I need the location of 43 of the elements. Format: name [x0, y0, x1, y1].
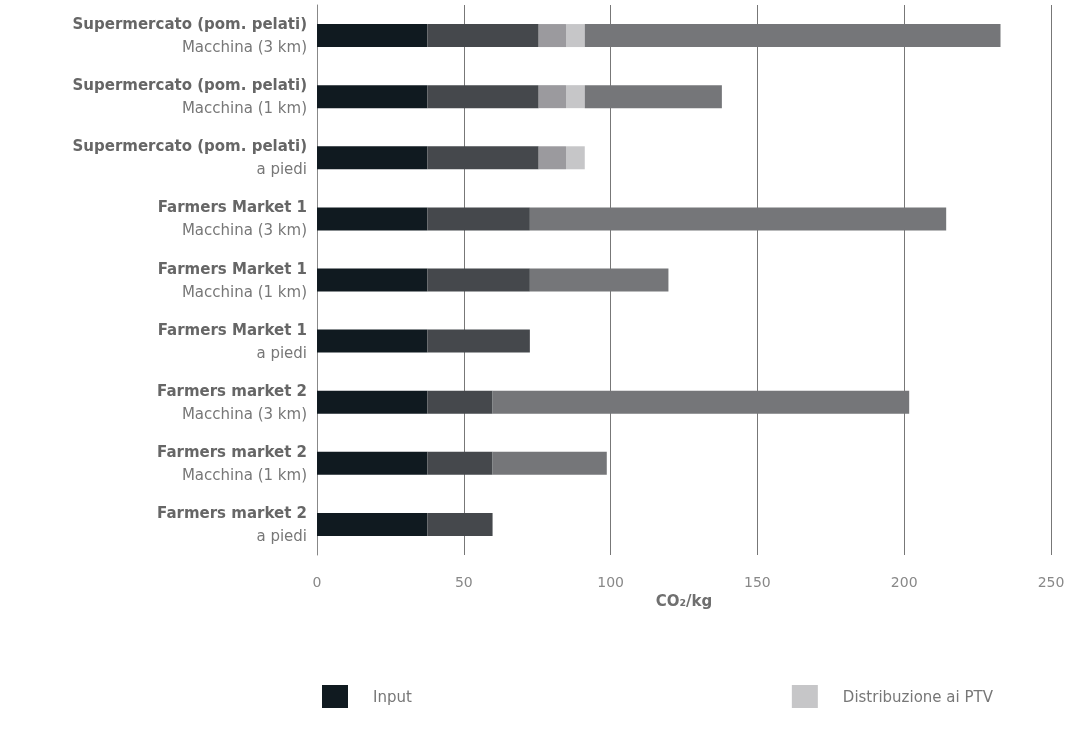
bar	[317, 512, 428, 536]
x-tick-label: 250	[1037, 574, 1065, 590]
bar	[538, 146, 566, 170]
bar	[427, 24, 539, 48]
x-tick-label: 50	[454, 574, 473, 590]
bar	[317, 207, 428, 231]
x-tick-label: 150	[744, 574, 771, 590]
bar	[427, 268, 530, 292]
y-tick-label: Supermercato (pom. pelati) Macchina (3 km)	[72, 15, 307, 57]
bar	[427, 390, 493, 414]
bar	[317, 85, 428, 109]
y-tick-label: Supermercato (pom. pelati) a piedi	[72, 137, 307, 179]
bar	[317, 268, 428, 292]
x-tick-label: 200	[890, 574, 918, 590]
y-tick-label: Farmers Market 1 a piedi	[157, 320, 307, 362]
y-tick-label: Supermercato (pom. pelati) Macchina (1 km)	[72, 76, 307, 118]
bar	[427, 512, 493, 536]
bar	[565, 24, 585, 48]
bar	[427, 207, 530, 231]
bar	[317, 146, 428, 170]
bar	[492, 451, 607, 475]
x-tick-label: 0	[312, 574, 322, 590]
y-tick-label: Farmers Market 1 Macchina (3 km)	[157, 198, 307, 240]
bar	[427, 85, 539, 109]
y-tick-label: Farmers market 2 a piedi	[157, 503, 307, 545]
y-tick-label: Farmers market 2 Macchina (1 km)	[157, 442, 307, 484]
bar	[317, 451, 428, 475]
bar	[317, 24, 428, 48]
bar	[538, 85, 566, 109]
legend-label: Distribuzione ai PTV	[842, 687, 994, 706]
x-axis-title: CO₂/kg	[655, 592, 713, 611]
bar	[427, 451, 493, 475]
bar	[427, 329, 530, 353]
bar	[565, 85, 585, 109]
legend-label: Input	[373, 687, 412, 706]
bar	[565, 146, 585, 170]
bar	[427, 146, 539, 170]
y-tick-label: Farmers Market 1 Macchina (1 km)	[157, 259, 307, 301]
bar	[317, 329, 428, 353]
bar	[538, 24, 566, 48]
bar	[317, 390, 428, 414]
y-tick-label: Farmers market 2 Macchina (3 km)	[157, 381, 307, 423]
x-tick-label: 100	[597, 574, 624, 590]
